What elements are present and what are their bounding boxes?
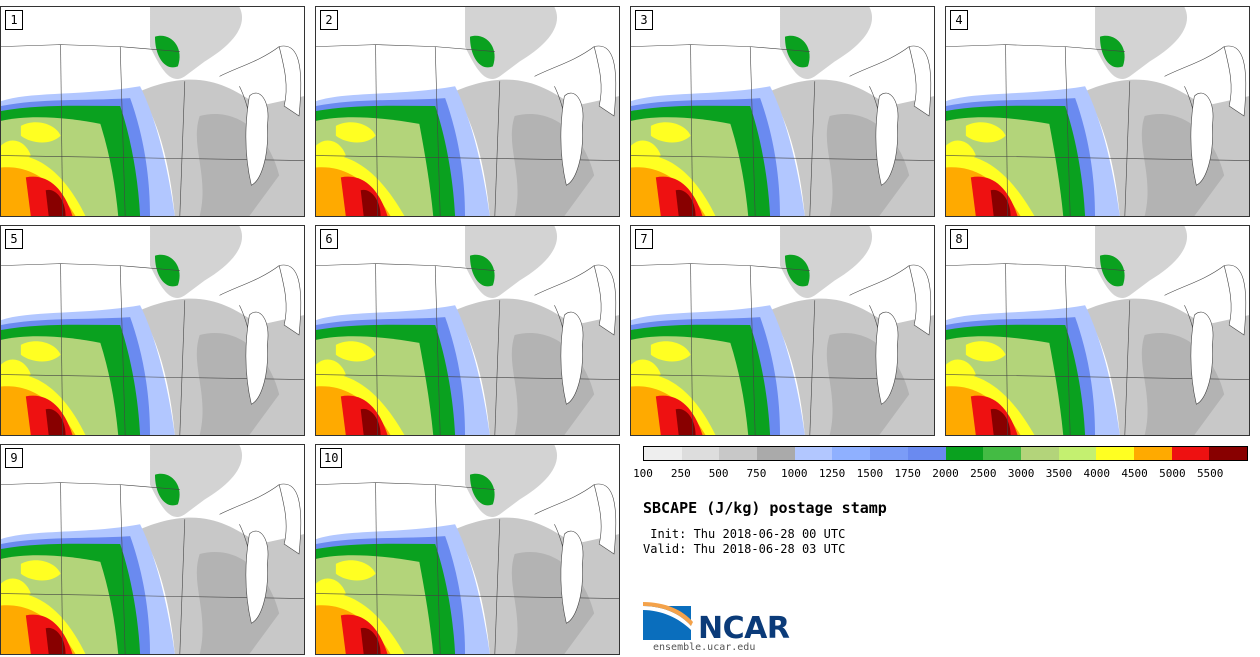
init-time: Init: Thu 2018-06-28 00 UTC — [643, 527, 846, 541]
colorbar-swatch — [870, 447, 908, 460]
colorbar-tick-label: 3000 — [1007, 467, 1035, 480]
sbcape-map — [316, 445, 619, 654]
colorbar — [643, 446, 1248, 461]
member-number: 6 — [320, 229, 338, 249]
colorbar-tick-label: 5000 — [1159, 467, 1186, 480]
colorbar-tick-label: 4000 — [1083, 467, 1111, 480]
ncar-logo-icon — [643, 602, 693, 640]
stamp-panel-10: 10 — [315, 444, 620, 655]
member-number: 2 — [320, 10, 338, 30]
colorbar-swatch — [794, 447, 833, 460]
sbcape-map — [1, 226, 304, 435]
colorbar-swatch — [1020, 447, 1059, 460]
stamp-panel-5: 5 — [0, 225, 305, 436]
colorbar-swatch — [1058, 447, 1097, 460]
colorbar-swatch — [719, 447, 758, 460]
colorbar-tick-label: 1500 — [856, 467, 884, 480]
colorbar-swatch — [1171, 447, 1210, 460]
sbcape-map — [631, 7, 934, 216]
stamp-panel-9: 9 — [0, 444, 305, 655]
valid-time: Valid: Thu 2018-06-28 03 UTC — [643, 542, 846, 556]
colorbar-swatch — [945, 447, 984, 460]
colorbar-swatch — [1133, 447, 1172, 460]
member-number: 10 — [320, 448, 343, 468]
sbcape-map — [1, 7, 304, 216]
colorbar-tick-label: 1750 — [894, 467, 921, 480]
colorbar-swatch — [907, 447, 946, 460]
member-number: 8 — [950, 229, 968, 249]
stamp-panel-7: 7 — [630, 225, 935, 436]
member-number: 3 — [635, 10, 653, 30]
member-number: 5 — [5, 229, 23, 249]
chart-title: SBCAPE (J/kg) postage stamp — [643, 499, 887, 517]
colorbar-swatch — [681, 447, 720, 460]
sbcape-map — [316, 226, 619, 435]
stamp-panel-3: 3 — [630, 6, 935, 217]
colorbar-swatch — [983, 447, 1021, 460]
stamp-panel-6: 6 — [315, 225, 620, 436]
ncar-logo-text: NCAR — [698, 611, 790, 646]
colorbar-swatch — [1209, 447, 1247, 460]
stamp-panel-2: 2 — [315, 6, 620, 217]
colorbar-tick-label: 2500 — [970, 467, 997, 480]
stamp-panel-8: 8 — [945, 225, 1250, 436]
sbcape-map — [316, 7, 619, 216]
stamp-panel-4: 4 — [945, 6, 1250, 217]
sbcape-map — [631, 226, 934, 435]
colorbar-tick-label: 2000 — [932, 467, 959, 480]
member-number: 4 — [950, 10, 968, 30]
colorbar-tick-label: 4500 — [1121, 467, 1148, 480]
logo-url: ensemble.ucar.edu — [653, 642, 756, 653]
colorbar-swatch — [1096, 447, 1134, 460]
sbcape-map — [946, 226, 1249, 435]
colorbar-tick-label: 1250 — [818, 467, 846, 480]
colorbar-tick-label: 250 — [670, 467, 691, 480]
colorbar-tick-label: 1000 — [781, 467, 808, 480]
colorbar-tick-label: 100 — [633, 467, 653, 480]
colorbar-swatch — [644, 447, 682, 460]
stamp-panel-1: 1 — [0, 6, 305, 217]
colorbar-tick-label: 3500 — [1045, 467, 1073, 480]
sbcape-map — [946, 7, 1249, 216]
member-number: 1 — [5, 10, 23, 30]
colorbar-swatch — [757, 447, 795, 460]
member-number: 7 — [635, 229, 653, 249]
colorbar-tick-label: 5500 — [1196, 467, 1224, 480]
colorbar-tick-label: 500 — [708, 467, 729, 480]
sbcape-map — [1, 445, 304, 654]
colorbar-swatch — [832, 447, 871, 460]
member-number: 9 — [5, 448, 23, 468]
colorbar-tick-label: 750 — [746, 467, 767, 480]
